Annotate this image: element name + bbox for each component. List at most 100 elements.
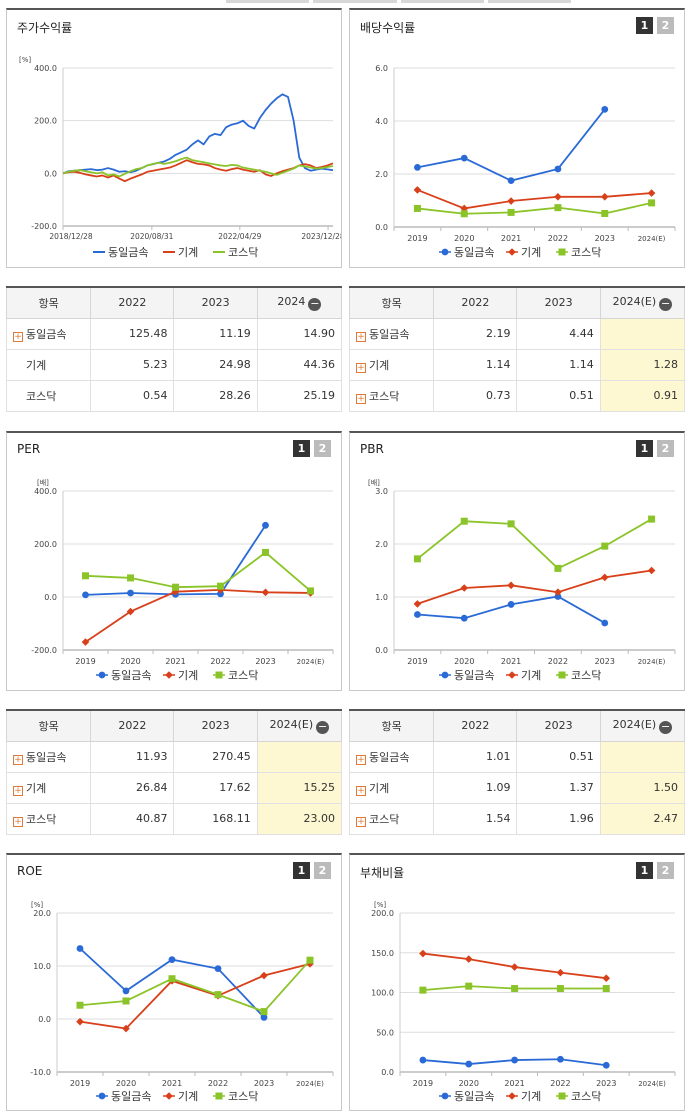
view-2-button[interactable]: 2 xyxy=(657,17,674,34)
column-header-label: 2022 xyxy=(118,296,147,310)
unit-label: [%] xyxy=(31,901,43,909)
panel-title: 배당수익률 xyxy=(360,21,416,35)
expand-icon[interactable]: + xyxy=(356,362,366,373)
industry-series-line xyxy=(79,963,311,1030)
value-cell: 1.54 xyxy=(433,802,518,835)
column-header-label: 항목 xyxy=(38,719,59,733)
value-cell: 0.54 xyxy=(90,379,175,412)
industry-point xyxy=(508,1092,516,1100)
x-tick-label: 2020 xyxy=(454,657,474,666)
column-header-label: 2024(E) xyxy=(612,294,657,308)
industry-series-line xyxy=(417,189,652,210)
expand-icon[interactable]: + xyxy=(356,754,366,765)
y-tick-label: 2.0 xyxy=(375,540,388,549)
view-1-button[interactable]: 1 xyxy=(636,440,653,457)
x-tick-label: 2023/12/28 xyxy=(301,232,341,241)
value-cell: 1.09 xyxy=(433,771,518,804)
kosdaq-point xyxy=(554,564,562,572)
company-point xyxy=(414,163,421,171)
value-cell xyxy=(599,317,686,350)
value-cell: 2.19 xyxy=(433,317,518,350)
company-point xyxy=(262,521,269,529)
collapse-icon[interactable]: − xyxy=(316,719,330,734)
row-label-cell: + 기계 xyxy=(348,348,435,381)
view-1-button[interactable]: 1 xyxy=(293,440,310,457)
view-1-button[interactable]: 1 xyxy=(636,17,653,34)
table-row: + 코스닥 0.73 0.51 0.91 xyxy=(348,379,686,412)
collapse-icon[interactable]: − xyxy=(308,296,322,311)
industry-point xyxy=(413,186,422,194)
collapse-icon[interactable]: − xyxy=(659,719,673,734)
row-label-cell: + 동일금속 xyxy=(5,740,92,773)
column-header-label: 2022 xyxy=(118,719,147,733)
column-header: 2023 xyxy=(173,709,258,742)
value-cell: 0.51 xyxy=(516,740,601,773)
kosdaq-point xyxy=(413,204,421,212)
expand-icon[interactable]: + xyxy=(356,331,366,342)
value-cell: 1.96 xyxy=(516,802,601,835)
row-label: 동일금속 xyxy=(26,750,67,764)
row-label: 동일금속 xyxy=(26,327,67,341)
kosdaq-point xyxy=(419,986,427,994)
row-label-cell: + 동일금속 xyxy=(348,740,435,773)
x-tick-label: 2023 xyxy=(595,657,615,666)
company-point xyxy=(507,177,515,185)
industry-point xyxy=(464,955,473,963)
expand-icon[interactable]: + xyxy=(13,785,23,796)
dividend-yield-chart: 6.0 4.0 2.0 0.0 2019 2020 2021 2022 2023 2024(E) 동… xyxy=(375,64,676,259)
view-1-button[interactable]: 1 xyxy=(636,862,653,879)
unit-label: [배] xyxy=(368,478,380,487)
column-header: 항목 xyxy=(348,286,435,319)
expand-icon[interactable]: + xyxy=(13,816,23,827)
value-cell: 14.90 xyxy=(256,317,343,350)
row-label: 기계 xyxy=(26,358,47,372)
kosdaq-point xyxy=(648,515,656,523)
industry-point xyxy=(460,584,469,592)
view-2-button[interactable]: 2 xyxy=(314,862,331,879)
view-2-button[interactable]: 2 xyxy=(314,440,331,457)
industry-point xyxy=(260,971,268,980)
expand-icon[interactable]: + xyxy=(13,754,23,765)
collapse-icon[interactable]: − xyxy=(659,296,673,311)
legend-kosdaq-label: 코스닥 xyxy=(571,669,601,682)
y-tick-label: 50.0 xyxy=(376,1028,394,1037)
kosdaq-series-line xyxy=(79,959,311,1013)
view-2-button[interactable]: 2 xyxy=(657,440,674,457)
y-tick-label: 0.0 xyxy=(381,1068,394,1077)
expand-icon[interactable]: + xyxy=(356,816,366,827)
column-header-label: 2023 xyxy=(201,296,230,310)
row-label: 코스닥 xyxy=(369,812,400,826)
industry-point xyxy=(602,974,611,982)
view-1-button[interactable]: 1 xyxy=(293,862,310,879)
column-header: 2022 xyxy=(90,286,175,319)
pbr-table: 항목 2022 2023 2024(E) − + 동일금속 1.01 0.51 + 기계 1.09 1.… xyxy=(348,709,686,835)
kosdaq-point xyxy=(558,248,566,256)
legend-kosdaq-label: 코스닥 xyxy=(571,1090,601,1103)
value-cell: 2.47 xyxy=(599,802,686,835)
company-point xyxy=(554,165,562,173)
kosdaq-point xyxy=(601,542,609,550)
table-header-row: 항목 2022 2023 2024(E) − xyxy=(348,286,686,319)
industry-point xyxy=(507,581,515,590)
x-tick-label: 2019 xyxy=(75,657,95,666)
industry-point xyxy=(165,1092,173,1100)
expand-icon[interactable]: + xyxy=(13,331,23,342)
kosdaq-series-line xyxy=(85,551,312,592)
company-point xyxy=(98,1092,106,1100)
view-2-button[interactable]: 2 xyxy=(657,862,674,879)
kosdaq-point xyxy=(602,985,610,993)
y-tick-label: 400.0 xyxy=(34,64,57,73)
column-header: 항목 xyxy=(5,286,92,319)
expand-icon[interactable]: + xyxy=(356,393,366,404)
expand-icon[interactable]: + xyxy=(356,785,366,796)
column-header-label: 2023 xyxy=(544,296,573,310)
legend-company-label: 동일금속 xyxy=(108,245,148,259)
legend-kosdaq-label: 코스닥 xyxy=(228,669,258,682)
panel-title: 부채비율 xyxy=(360,866,405,880)
row-label: 동일금속 xyxy=(369,327,410,341)
x-tick-label: 2022 xyxy=(548,234,568,243)
x-tick-label: 2021 xyxy=(501,657,521,666)
company-series-line xyxy=(417,108,606,182)
table-header-row: 항목 2022 2023 2024(E) − xyxy=(348,709,686,742)
x-tick-label: 2018/12/28 xyxy=(49,232,92,241)
